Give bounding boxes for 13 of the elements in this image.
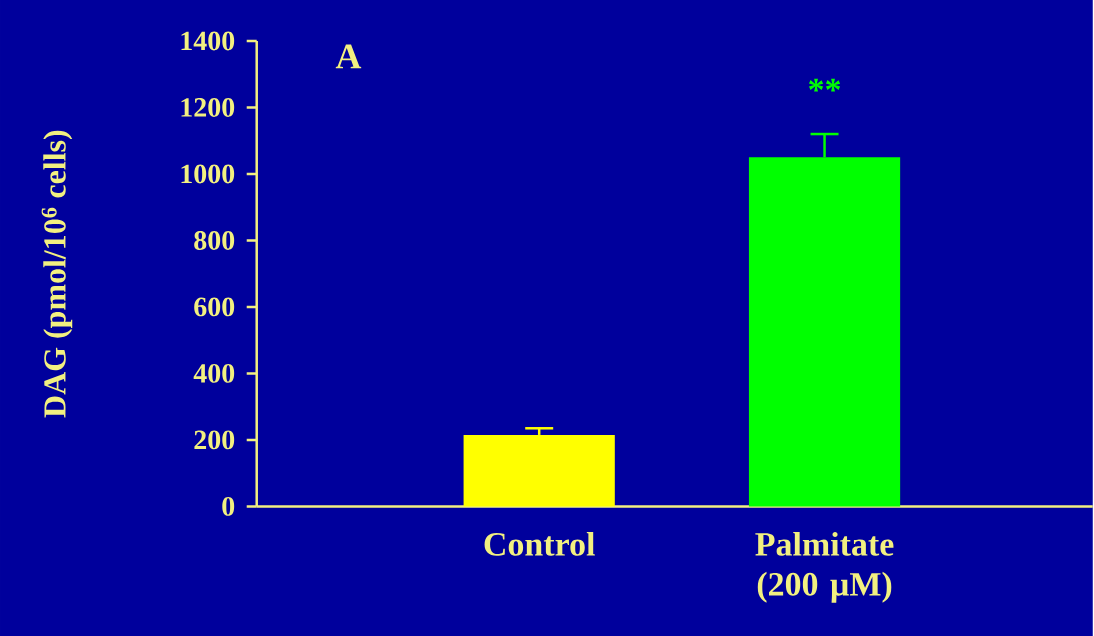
y-tick-label: 1400 — [181, 31, 235, 51]
y-tick-label: 800 — [194, 230, 235, 250]
annotation: ** — [808, 78, 841, 92]
y-tick-label: 600 — [194, 297, 235, 317]
y-tick-label: 200 — [194, 430, 235, 450]
y-tick-label: 0 — [222, 496, 235, 516]
y-tick-label: 1200 — [181, 97, 235, 117]
y-tick-label: 400 — [193, 363, 235, 383]
y-tick-label: 1000 — [181, 164, 235, 184]
x-tick-label: Control — [484, 531, 595, 556]
annotation: A — [335, 44, 362, 69]
x-tick-label: Palmitate (200 µM) — [755, 531, 894, 603]
y-axis-title: DAG (pmol/10$^{6}$ cells) — [41, 130, 73, 418]
